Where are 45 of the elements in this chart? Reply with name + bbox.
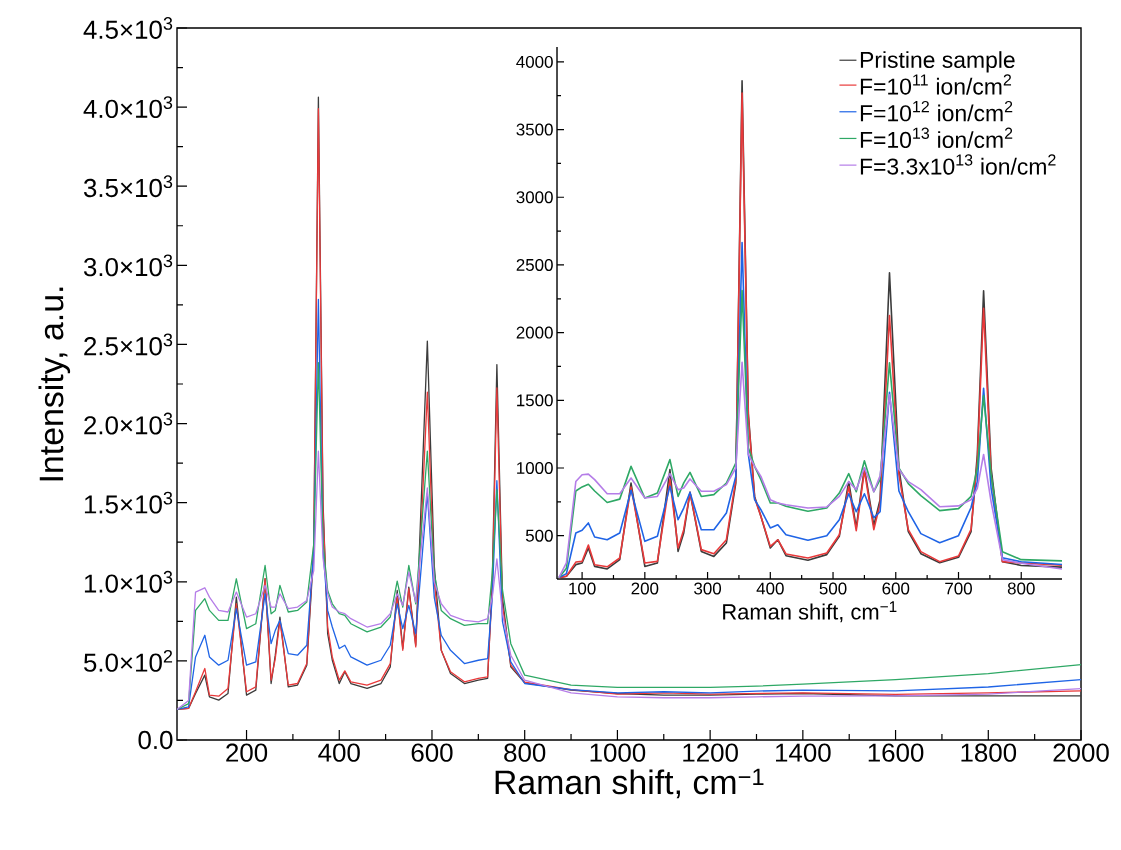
y-tick-label: 2500	[516, 258, 553, 271]
y-tick-label: 1500	[517, 394, 553, 407]
x-tick-label: 1200	[683, 743, 738, 762]
y-tick-label: 500	[525, 529, 553, 542]
y-tick-label: 2000	[516, 326, 553, 339]
x-tick-label: 400	[756, 582, 784, 595]
x-tick-label: 1000	[590, 743, 646, 762]
y-tick-label: 1.0×10$^{3}$	[84, 570, 173, 593]
legend-label: F=3.3x10$^{13}$ ion/cm$^{2}$	[860, 154, 1056, 175]
x-tick-label: 500	[819, 582, 847, 595]
legend-label: Pristine sample	[860, 51, 1015, 73]
x-tick-label: 100	[569, 582, 596, 595]
x-tick-label: 800	[1007, 582, 1035, 595]
x-tick-label: 200	[631, 582, 659, 595]
y-tick-label: 1000	[517, 461, 553, 474]
x-axis-title: Raman shift, cm$^{−1}$	[495, 768, 764, 799]
x-tick-label: 600	[411, 743, 453, 762]
x-tick-label: 600	[882, 582, 910, 595]
y-tick-label: 5.0×10$^{2}$	[83, 649, 173, 672]
line-series	[176, 450, 1082, 711]
x-tick-label: 1600	[868, 743, 924, 762]
y-tick-label: 4000	[516, 55, 553, 68]
x-tick-label: 200	[226, 743, 268, 762]
x-axis-title: Raman shift, cm$^{−1}$	[723, 601, 897, 623]
legend-label: F=10$^{13}$ ion/cm$^{2}$	[860, 127, 1013, 149]
y-tick-label: 3500	[516, 123, 553, 136]
y-tick-label: 4.5×10$^{3}$	[83, 17, 173, 39]
legend-label: F=10$^{12}$ ion/cm$^{2}$	[860, 100, 1013, 122]
x-tick-label: 800	[504, 743, 546, 762]
y-tick-label: 0.0	[138, 730, 173, 750]
y-tick-label: 3.5×10$^{3}$	[83, 175, 173, 198]
y-axis-title: Intensity, a.u.	[38, 287, 71, 481]
y-tick-label: 2.0×10$^{3}$	[84, 412, 173, 435]
y-tick-label: 1.5×10$^{3}$	[84, 491, 173, 514]
x-tick-label: 700	[945, 582, 972, 595]
x-tick-label: 300	[694, 582, 722, 595]
y-tick-label: 3000	[516, 191, 553, 204]
x-tick-label: 1400	[776, 743, 831, 762]
y-tick-label: 3.0×10$^{3}$	[83, 254, 173, 277]
x-tick-label: 2000	[1053, 743, 1109, 762]
x-tick-label: 1800	[961, 743, 1017, 762]
y-tick-label: 4.0×10$^{3}$	[83, 96, 173, 119]
y-tick-label: 2.5×10$^{3}$	[84, 333, 173, 356]
x-tick-label: 400	[318, 743, 360, 762]
legend-label: F=10$^{11}$ ion/cm$^{2}$	[860, 74, 1012, 95]
